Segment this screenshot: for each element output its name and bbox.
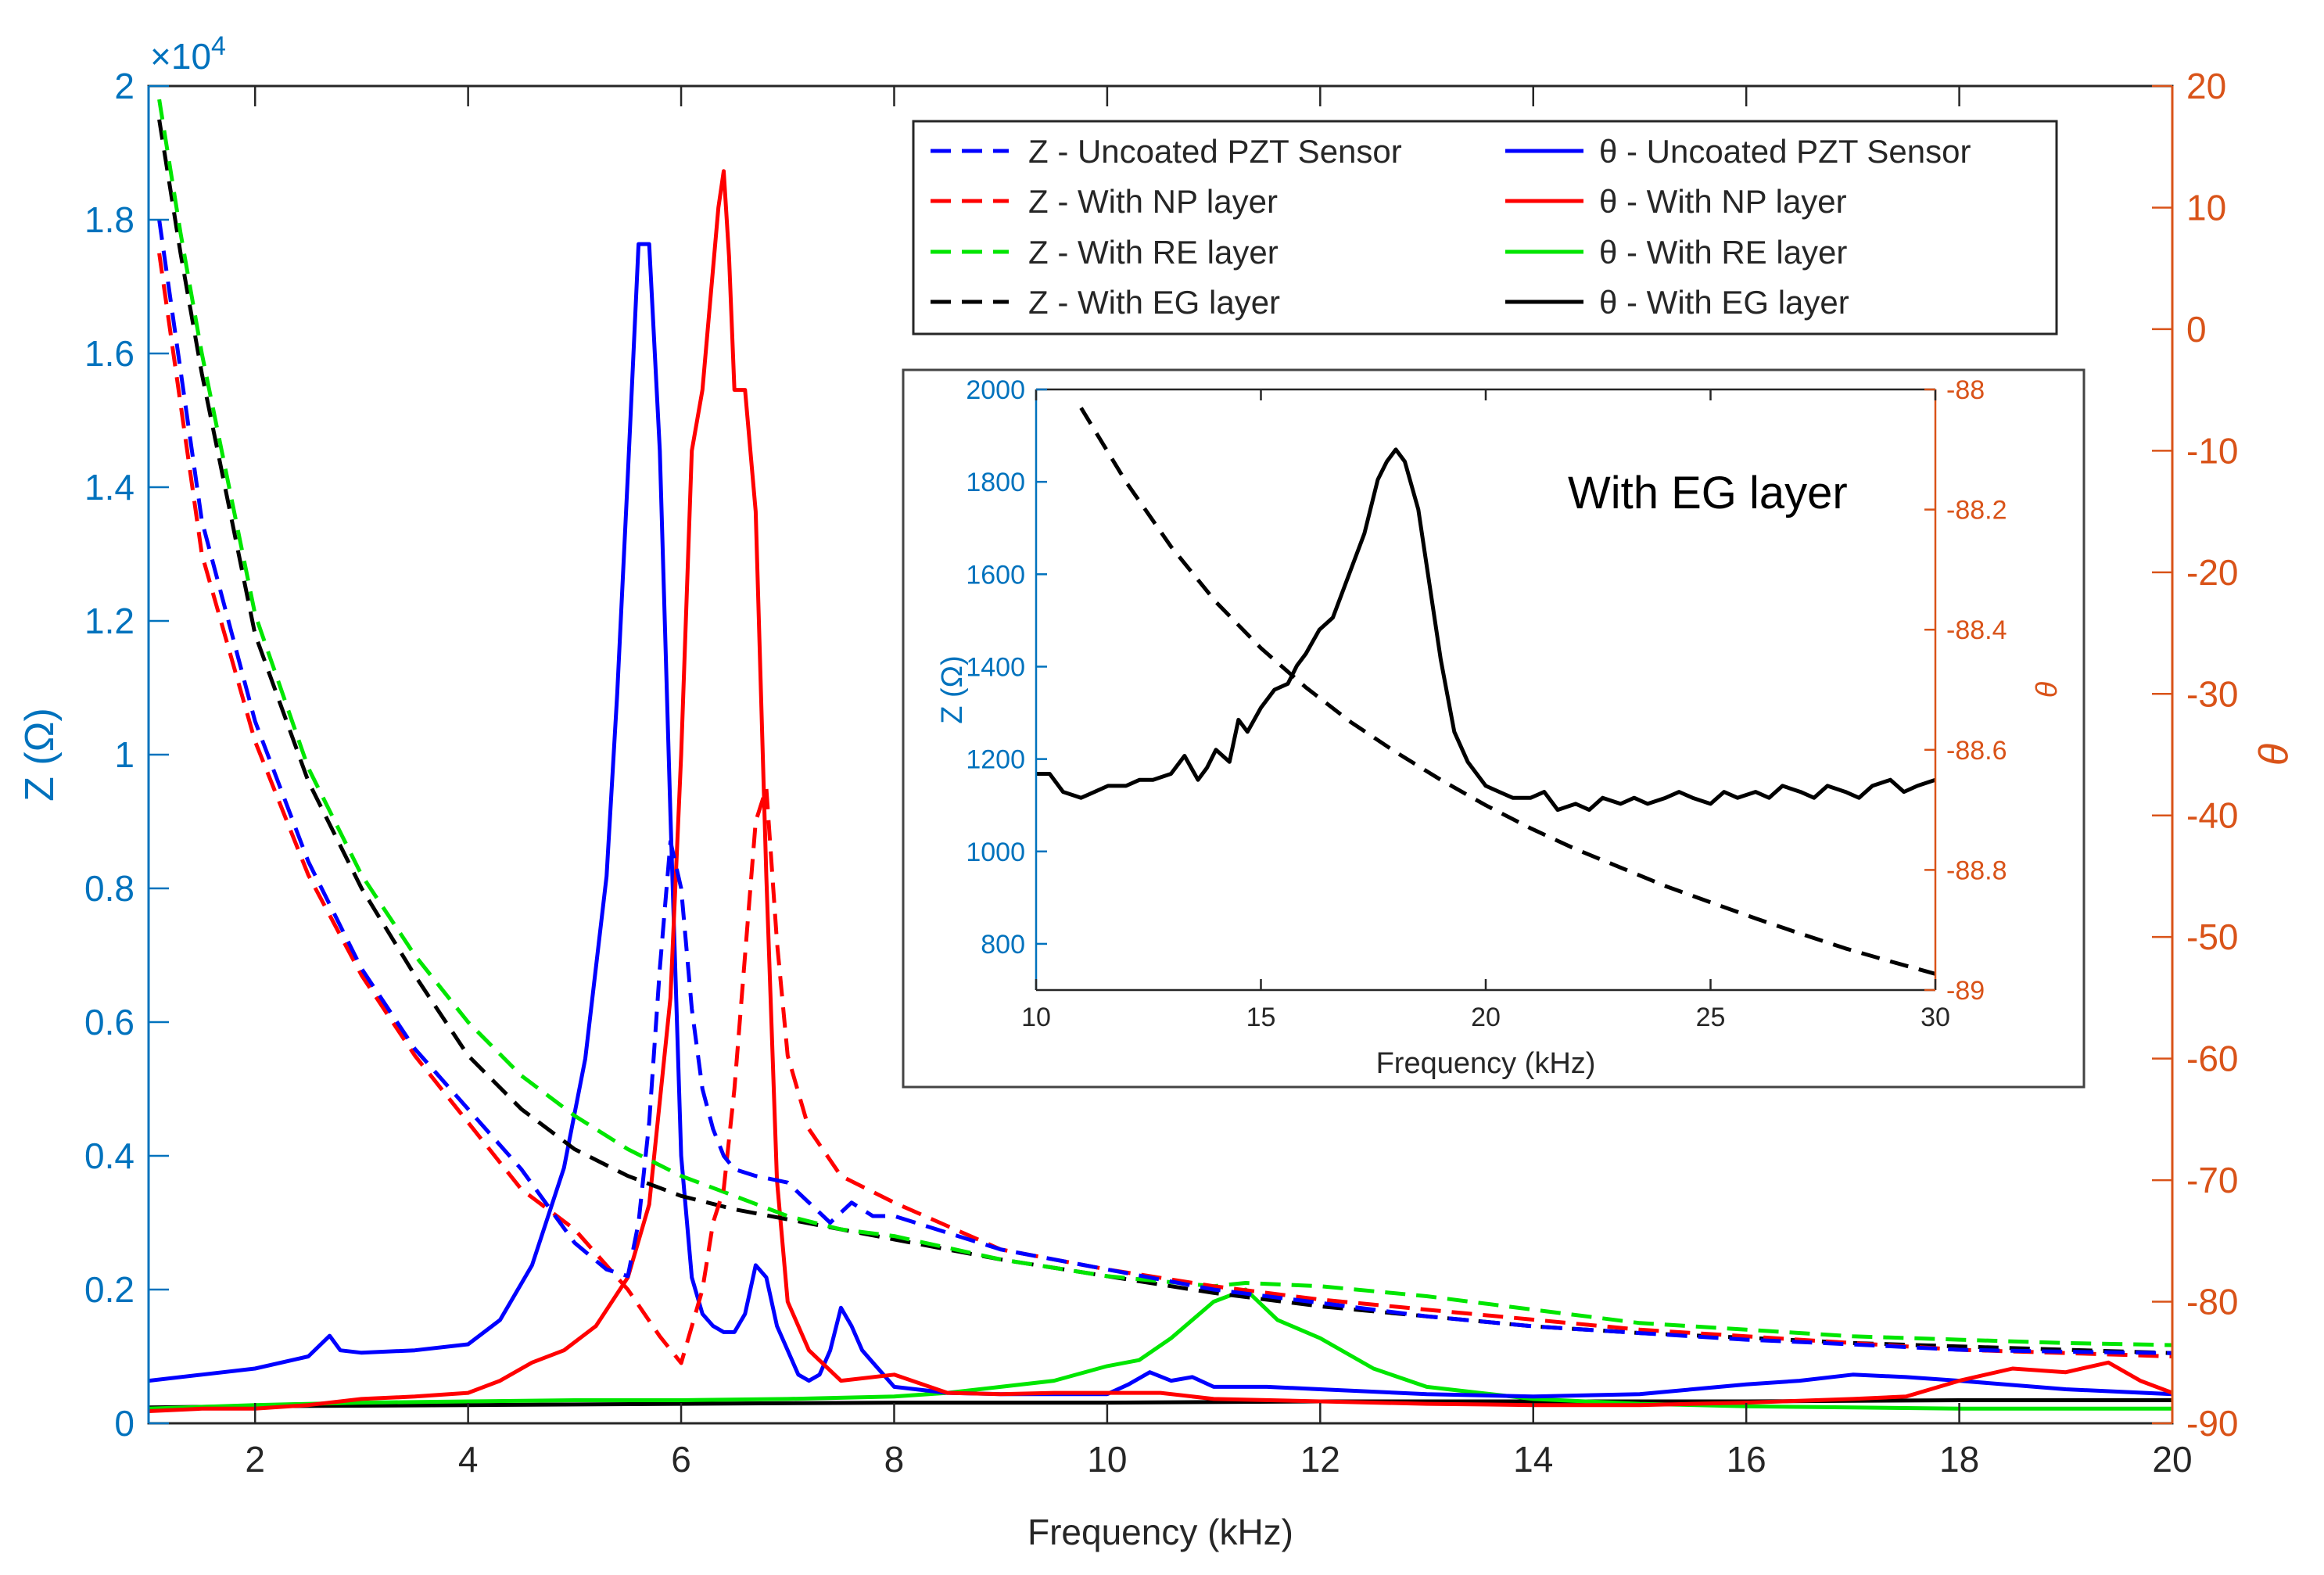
inset-x-tick-label: 10 — [1021, 1003, 1051, 1032]
inset-y-right-tick-label: -88 — [1946, 375, 1985, 405]
main-y-right-tick-label: -90 — [2186, 1403, 2238, 1444]
main-y-right-tick-label: -10 — [2186, 430, 2238, 471]
inset-y-left-axis-label: Z (Ω) — [936, 655, 969, 724]
main-series-theta-with-np-layer — [149, 169, 2172, 1413]
main-y-right-tick-label: -60 — [2186, 1039, 2238, 1079]
main-y-right-tick-label: 0 — [2186, 309, 2207, 350]
main-x-tick-label: 20 — [2152, 1439, 2192, 1480]
main-y-left-tick-label: 1.8 — [84, 199, 134, 240]
left-axis-exponent: ×104 — [150, 31, 226, 77]
main-y-left-tick-label: 2 — [114, 66, 134, 106]
inset-x-tick-label: 25 — [1696, 1003, 1726, 1032]
main-x-tick-label: 10 — [1087, 1439, 1127, 1480]
main-y-right-tick-label: 20 — [2186, 66, 2226, 106]
legend-label: Z - With EG layer — [1028, 284, 1280, 321]
inset-y-left-tick-label: 1000 — [966, 838, 1025, 867]
main-x-tick-label: 8 — [884, 1439, 905, 1480]
inset-x-axis-label: Frequency (kHz) — [1376, 1047, 1596, 1080]
main-series-z-with-re-layer — [157, 99, 2172, 1347]
x-axis-label: Frequency (kHz) — [1028, 1512, 1293, 1552]
inset-x-ticks: 10 15 20 25 30 — [1021, 389, 1950, 1032]
legend-label: θ - Uncoated PZT Sensor — [1599, 133, 1971, 170]
main-y-right-tick-label: 10 — [2186, 187, 2226, 228]
inset-y-right-tick-label: -89 — [1946, 976, 1985, 1006]
inset-y-left-tick-label: 1600 — [966, 560, 1025, 590]
inset-y-right-axis-label: θ — [2031, 681, 2064, 698]
main-y-left-tick-label: 0.8 — [84, 868, 134, 909]
main-series-z-uncoated-pzt-sensor — [157, 219, 2172, 1355]
legend-label: θ - With EG layer — [1599, 284, 1849, 321]
legend-entry-z-np: Z - With NP layer — [931, 183, 1278, 220]
main-y-left-tick-label: 1.4 — [84, 467, 134, 508]
legend-entry-z-uncoated: Z - Uncoated PZT Sensor — [931, 133, 1402, 170]
inset-y-left-tick-label: 2000 — [966, 375, 1025, 405]
inset-y-right-tick-label: -88.6 — [1946, 736, 2007, 766]
inset-y-right-ticks: -89 -88.8 -88.6 -88.4 -88.2 -88 — [1924, 375, 2007, 1006]
legend-entry-theta-eg: θ - With EG layer — [1505, 284, 1849, 321]
main-x-tick-label: 14 — [1513, 1439, 1553, 1480]
legend-label: θ - With NP layer — [1599, 183, 1847, 220]
inset-y-left-tick-label: 800 — [981, 930, 1025, 960]
main-y-right-tick-label: -30 — [2186, 673, 2238, 714]
legend-entry-theta-re: θ - With RE layer — [1505, 234, 1847, 271]
main-series-theta-uncoated-pzt-sensor — [149, 242, 2172, 1399]
legend-entry-theta-uncoated: θ - Uncoated PZT Sensor — [1505, 133, 1971, 170]
main-y-right-tick-label: -40 — [2186, 795, 2238, 836]
inset-series-theta-with-eg-layer — [1036, 447, 1935, 813]
main-x-tick-label: 18 — [1939, 1439, 1979, 1480]
inset-plot-area — [1036, 389, 1935, 990]
main-x-ticks: 2 4 6 8 10 12 14 16 18 20 — [245, 86, 2193, 1480]
inset-y-left-ticks: 800 1000 1200 1400 1600 1800 2000 — [966, 375, 1047, 960]
inset-title: With EG layer — [1568, 468, 1848, 518]
legend-box — [912, 120, 2058, 335]
inset-y-left-tick-label: 1400 — [966, 652, 1025, 682]
inset-chart: 10 15 20 25 30 800 1000 1200 1400 1600 1800 2000 -… — [902, 368, 2086, 1089]
main-y-left-tick-label: 0 — [114, 1403, 134, 1444]
main-y-left-tick-label: 0.4 — [84, 1136, 134, 1176]
main-series-z-with-np-layer — [157, 253, 2172, 1365]
main-y-left-ticks: 0 0.2 0.4 0.6 0.8 1 1.2 1.4 1.6 1.8 2 — [84, 66, 169, 1444]
main-x-tick-label: 4 — [458, 1439, 479, 1480]
inset-x-tick-label: 15 — [1246, 1003, 1276, 1032]
main-x-tick-label: 6 — [671, 1439, 691, 1480]
legend-entry-z-eg: Z - With EG layer — [931, 284, 1280, 321]
y-left-axis-label: Z (Ω) — [17, 708, 63, 802]
main-y-left-tick-label: 0.6 — [84, 1002, 134, 1042]
legend-entry-theta-np: θ - With NP layer — [1505, 183, 1847, 220]
inset-x-tick-label: 20 — [1471, 1003, 1501, 1032]
main-y-right-ticks: -90 -80 -70 -60 -50 -40 -30 -20 -10 0 10 20 — [2152, 66, 2238, 1444]
main-x-tick-label: 2 — [245, 1439, 265, 1480]
legend-label: Z - With RE layer — [1028, 234, 1279, 271]
main-series-theta-with-re-layer — [149, 1287, 2172, 1411]
inset-series-z-with-eg-layer — [1079, 407, 1935, 976]
main-y-right-tick-label: -50 — [2186, 917, 2238, 957]
inset-y-left-tick-label: 1800 — [966, 468, 1025, 497]
inset-y-right-tick-label: -88.2 — [1946, 496, 2007, 526]
legend: Z - Uncoated PZT Sensor Z - With NP laye… — [912, 120, 2058, 335]
main-x-tick-label: 16 — [1727, 1439, 1766, 1480]
main-y-right-tick-label: -80 — [2186, 1282, 2238, 1322]
inset-y-left-tick-label: 1200 — [966, 745, 1025, 775]
main-y-left-tick-label: 1.6 — [84, 333, 134, 374]
legend-label: Z - Uncoated PZT Sensor — [1028, 133, 1402, 170]
main-y-left-tick-label: 1.2 — [84, 601, 134, 641]
legend-entry-z-re: Z - With RE layer — [931, 234, 1279, 271]
inset-y-right-tick-label: -88.4 — [1946, 615, 2007, 645]
main-y-left-tick-label: 1 — [114, 734, 134, 775]
main-x-tick-label: 12 — [1300, 1439, 1340, 1480]
inset-y-right-tick-label: -88.8 — [1946, 856, 2007, 885]
legend-label: Z - With NP layer — [1028, 183, 1278, 220]
main-y-right-tick-label: -20 — [2186, 552, 2238, 593]
main-curves — [149, 99, 2172, 1413]
legend-label: θ - With RE layer — [1599, 234, 1847, 271]
main-y-left-tick-label: 0.2 — [84, 1269, 134, 1310]
main-y-right-tick-label: -70 — [2186, 1160, 2238, 1200]
inset-x-tick-label: 30 — [1921, 1003, 1950, 1032]
y-right-axis-label: θ — [2251, 744, 2297, 766]
inset-curves — [1036, 407, 1935, 976]
